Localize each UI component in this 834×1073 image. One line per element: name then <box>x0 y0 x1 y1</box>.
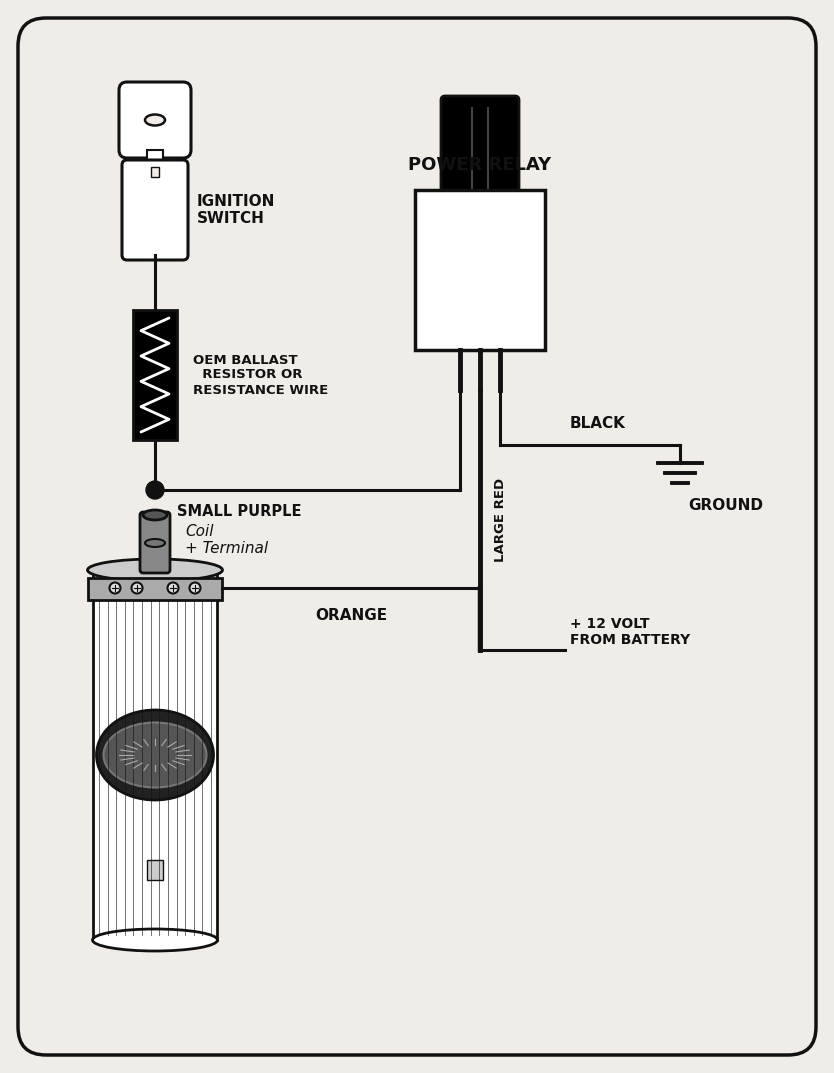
Ellipse shape <box>145 539 165 547</box>
Polygon shape <box>147 859 163 880</box>
Circle shape <box>168 583 178 593</box>
Text: Coil
+ Terminal: Coil + Terminal <box>185 524 268 556</box>
Ellipse shape <box>143 510 167 520</box>
Ellipse shape <box>103 722 207 788</box>
Ellipse shape <box>145 115 165 126</box>
Polygon shape <box>88 578 222 600</box>
Text: POWER RELAY: POWER RELAY <box>409 156 551 174</box>
FancyBboxPatch shape <box>140 512 170 573</box>
Polygon shape <box>151 167 159 177</box>
Text: BLACK: BLACK <box>570 415 626 430</box>
FancyBboxPatch shape <box>441 95 519 196</box>
Polygon shape <box>133 310 177 440</box>
Text: ORANGE: ORANGE <box>315 608 387 623</box>
Circle shape <box>109 583 120 593</box>
Circle shape <box>146 481 164 499</box>
Polygon shape <box>93 570 217 940</box>
Circle shape <box>189 583 200 593</box>
FancyBboxPatch shape <box>18 18 816 1055</box>
Polygon shape <box>415 190 545 350</box>
Polygon shape <box>147 150 163 165</box>
Ellipse shape <box>93 929 218 951</box>
Circle shape <box>132 583 143 593</box>
Text: IGNITION
SWITCH: IGNITION SWITCH <box>197 194 275 226</box>
Text: GROUND: GROUND <box>688 498 763 513</box>
Text: SMALL PURPLE: SMALL PURPLE <box>177 504 302 519</box>
Ellipse shape <box>88 559 223 580</box>
Text: LARGE RED: LARGE RED <box>494 477 507 562</box>
FancyBboxPatch shape <box>122 160 188 260</box>
Text: + 12 VOLT
FROM BATTERY: + 12 VOLT FROM BATTERY <box>570 617 691 647</box>
Text: OEM BALLAST
  RESISTOR OR
RESISTANCE WIRE: OEM BALLAST RESISTOR OR RESISTANCE WIRE <box>193 353 329 397</box>
FancyBboxPatch shape <box>119 82 191 158</box>
Ellipse shape <box>97 710 214 800</box>
